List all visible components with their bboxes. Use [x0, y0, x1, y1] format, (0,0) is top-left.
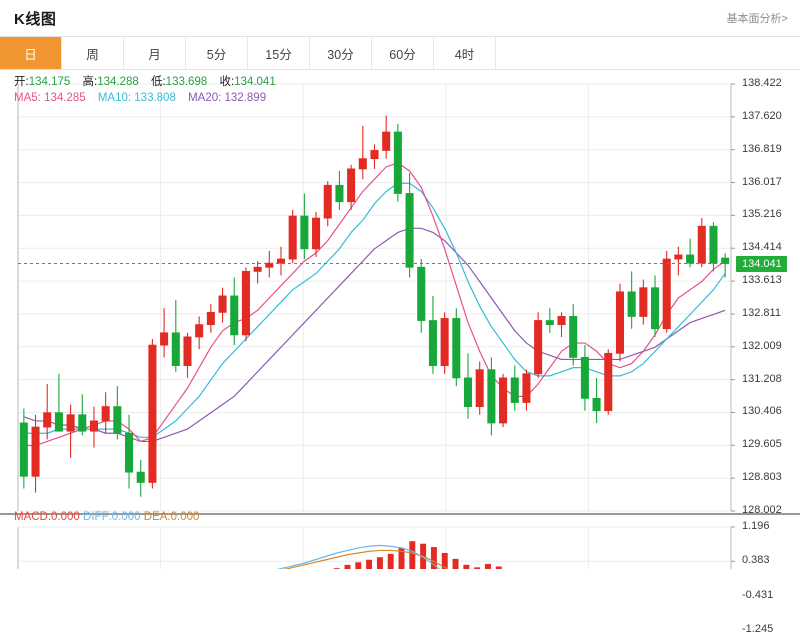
page-header: K线图 基本面分析> [0, 0, 800, 36]
price-axis-tick-3: 136.017 [742, 175, 782, 188]
high-label: 高: [82, 76, 98, 88]
open-label: 开: [14, 76, 29, 88]
macd-axis-tick-1: 0.383 [742, 554, 770, 567]
price-axis-tick-6: 133.613 [742, 274, 782, 287]
tab-label: 5分 [206, 47, 227, 62]
tab-1[interactable]: 周 [62, 37, 124, 69]
tab-6[interactable]: 60分 [372, 37, 434, 69]
macd-value-label: MACD:0.000 [14, 511, 80, 523]
ma-row: MA5: 134.285 MA10: 133.808 MA20: 132.899 [14, 91, 276, 106]
price-axis-tick-0: 138.422 [742, 77, 782, 89]
kline-plot[interactable] [0, 70, 800, 569]
open-value: 134.175 [28, 76, 71, 88]
ohlc-legend: 开:134.175 高:134.288 低:133.698 收:134.041 … [14, 75, 276, 106]
ma20-label: MA20: [188, 92, 222, 104]
price-axis-tick-9: 131.208 [742, 372, 782, 385]
price-axis-tick-7: 132.811 [742, 306, 781, 319]
tab-3[interactable]: 5分 [186, 37, 248, 69]
ohlc-row: 开:134.175 高:134.288 低:133.698 收:134.041 [14, 75, 276, 90]
macd-legend: MACD:0.000 DIFF:0.000 DEA:0.000 [14, 511, 199, 523]
tab-label: 15分 [265, 47, 292, 62]
tab-label: 周 [86, 47, 99, 62]
price-axis-tick-12: 128.803 [742, 471, 782, 484]
price-axis-tick-8: 132.009 [742, 339, 782, 352]
price-axis-tick-2: 136.819 [742, 142, 782, 155]
tab-0[interactable]: 日 [0, 37, 62, 69]
price-axis-tick-11: 129.605 [742, 438, 782, 451]
close-label: 收: [219, 76, 235, 88]
tab-label: 日 [24, 47, 37, 62]
tab-label: 4时 [454, 47, 475, 62]
macd-axis-tick-3: -1.245 [742, 623, 774, 635]
ma10-label: MA10: [97, 92, 132, 104]
dea-value-label: DEA:0.000 [143, 511, 200, 523]
fundamental-analysis-link[interactable]: 基本面分析> [726, 13, 788, 25]
ma5-label: MA5: [14, 92, 41, 104]
price-axis-tick-13: 128.002 [742, 504, 782, 516]
ma5-value: 134.285 [44, 92, 86, 104]
ma10-value: 133.808 [134, 92, 176, 104]
macd-axis-tick-2: -0.431 [742, 588, 774, 601]
tab-2[interactable]: 月 [124, 37, 186, 69]
tab-label: 60分 [389, 47, 416, 62]
low-value: 133.698 [165, 76, 208, 88]
high-value: 134.288 [97, 76, 139, 88]
tab-7[interactable]: 4时 [434, 37, 496, 69]
ma20-value: 132.899 [224, 92, 267, 104]
price-axis-tick-1: 137.620 [742, 109, 782, 122]
timeframe-tabs: 日 周 月 5分 15分 30分 60分 4时 [0, 36, 800, 70]
tab-5[interactable]: 30分 [310, 37, 372, 69]
tab-label: 30分 [327, 47, 354, 62]
page-title: K线图 [14, 10, 57, 28]
diff-value-label: DIFF:0.000 [83, 511, 141, 523]
close-value: 134.041 [234, 76, 276, 88]
tab-label: 月 [148, 47, 161, 62]
price-axis-tick-10: 130.406 [742, 405, 782, 418]
current-price-badge: 134.041 [736, 255, 787, 272]
tab-4[interactable]: 15分 [248, 37, 310, 69]
price-axis-tick-4: 135.216 [742, 208, 782, 221]
low-label: 低: [150, 76, 166, 88]
price-axis-tick-5: 134.414 [742, 241, 782, 254]
macd-axis-tick-0: 1.196 [742, 520, 770, 532]
chart-area[interactable]: 开:134.175 高:134.288 低:133.698 收:134.041 … [0, 70, 800, 635]
